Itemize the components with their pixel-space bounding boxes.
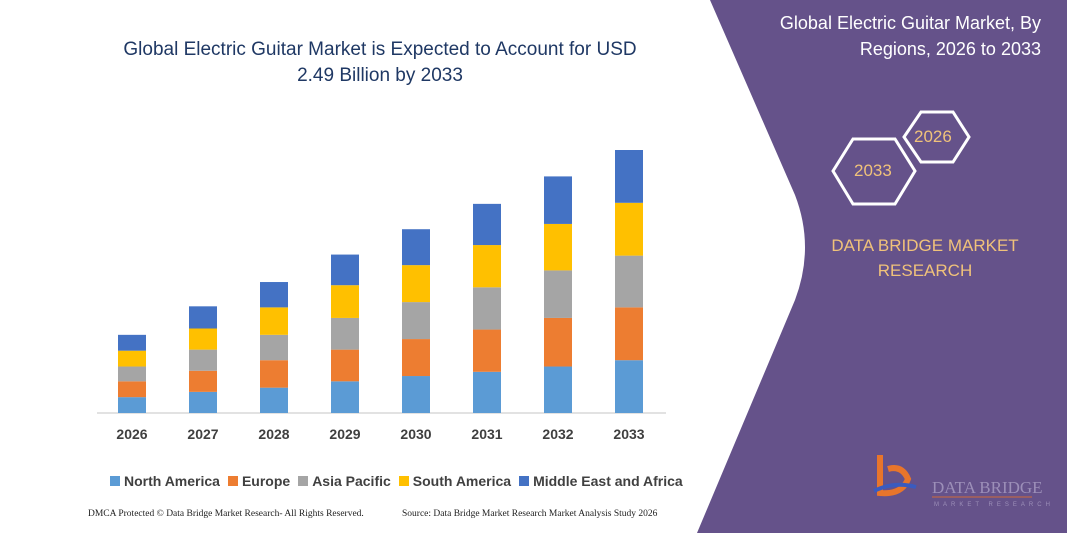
chart-title: Global Electric Guitar Market is Expecte…: [123, 39, 637, 86]
logo-text: DATA BRIDGE: [932, 478, 1043, 497]
bar-segment-2030-south-america: [402, 265, 430, 303]
bar-segment-2028-middle-east-and-africa: [260, 282, 288, 308]
bar-segment-2028-europe: [260, 360, 288, 388]
bar-segment-2028-south-america: [260, 307, 288, 335]
hexagon-2033: [831, 137, 917, 206]
legend-swatch: [398, 476, 409, 486]
legend-item: South America: [398, 473, 512, 489]
hex-start-label: 2026: [914, 127, 952, 146]
legend-item: Asia Pacific: [298, 473, 391, 489]
bar-segment-2033-europe: [615, 307, 643, 361]
bar-segment-2027-south-america: [189, 328, 217, 350]
x-tick-label: 2031: [471, 426, 503, 442]
footer-source: Source: Data Bridge Market Research Mark…: [402, 509, 658, 519]
legend-label: North America: [124, 473, 220, 489]
bar-segment-2033-asia-pacific: [615, 255, 643, 308]
bar-segment-2030-middle-east-and-africa: [402, 229, 430, 266]
legend-label: South America: [412, 473, 512, 489]
bar-segment-2027-europe: [189, 370, 217, 392]
bar-segment-2028-asia-pacific: [260, 334, 288, 361]
bar-segment-2029-south-america: [331, 285, 359, 318]
footer-copyright: DMCA Protected © Data Bridge Market Rese…: [88, 509, 364, 519]
x-tick-label: 2029: [329, 426, 361, 442]
bar-segment-2026-north-america: [118, 397, 146, 413]
bar-segment-2026-europe: [118, 381, 146, 398]
bar-segment-2030-europe: [402, 339, 430, 377]
legend-swatch: [519, 476, 530, 486]
bar-segment-2027-asia-pacific: [189, 349, 217, 371]
bar-segment-2032-asia-pacific: [544, 270, 572, 318]
legend: North America Europe Asia Pacific South Ame…: [110, 473, 683, 489]
legend-label: Europe: [241, 473, 291, 489]
bar-segment-2031-north-america: [473, 371, 501, 413]
bar-segment-2029-north-america: [331, 381, 359, 413]
bar-segment-2033-south-america: [615, 202, 643, 256]
bar-segment-2031-middle-east-and-africa: [473, 203, 501, 246]
bar-segment-2029-asia-pacific: [331, 317, 359, 350]
bar-segment-2033-north-america: [615, 360, 643, 413]
legend-swatch: [227, 476, 238, 486]
legend-item: Europe: [227, 473, 291, 489]
x-tick-label: 2026: [116, 426, 148, 442]
x-tick-label: 2028: [258, 426, 290, 442]
bar-segment-2032-south-america: [544, 223, 572, 271]
bar-segment-2032-middle-east-and-africa: [544, 176, 572, 224]
bar-segment-2031-asia-pacific: [473, 287, 501, 330]
x-tick-label: 2027: [187, 426, 219, 442]
x-tick-label: 2033: [613, 426, 645, 442]
bar-segment-2026-asia-pacific: [118, 366, 146, 382]
bar-segment-2032-europe: [544, 317, 572, 367]
hex-end-label: 2033: [854, 161, 892, 180]
logo-subtext: MARKET RESEARCH: [934, 502, 1054, 508]
legend-item: North America: [110, 473, 220, 489]
bar-segment-2026-south-america: [118, 350, 146, 367]
legend-item: Middle East and Africa: [519, 473, 683, 489]
x-tick-label: 2030: [400, 426, 432, 442]
bar-segment-2026-middle-east-and-africa: [118, 334, 146, 351]
legend-swatch: [298, 476, 309, 486]
x-tick-label: 2032: [542, 426, 574, 442]
legend-swatch: [110, 476, 120, 486]
hexagon-2026: [902, 110, 971, 164]
brand-name: DATA BRIDGE MARKET RESEARCH: [831, 236, 1019, 280]
legend-label: Asia Pacific: [312, 473, 391, 489]
bar-segment-2027-middle-east-and-africa: [189, 306, 217, 329]
bar-segment-2032-north-america: [544, 366, 572, 413]
side-panel-title: Global Electric Guitar Market, By Region…: [779, 13, 1041, 59]
bar-segment-2030-north-america: [402, 376, 430, 413]
legend-label: Middle East and Africa: [533, 473, 683, 489]
bar-segment-2029-middle-east-and-africa: [331, 254, 359, 286]
bar-segment-2029-europe: [331, 349, 359, 382]
bar-segment-2031-europe: [473, 329, 501, 372]
bar-segment-2033-middle-east-and-africa: [615, 150, 643, 203]
bar-segment-2027-north-america: [189, 391, 217, 413]
bar-segment-2030-asia-pacific: [402, 302, 430, 340]
bar-segment-2028-north-america: [260, 387, 288, 413]
bar-segment-2031-south-america: [473, 245, 501, 288]
data-bridge-logo: [873, 455, 917, 497]
